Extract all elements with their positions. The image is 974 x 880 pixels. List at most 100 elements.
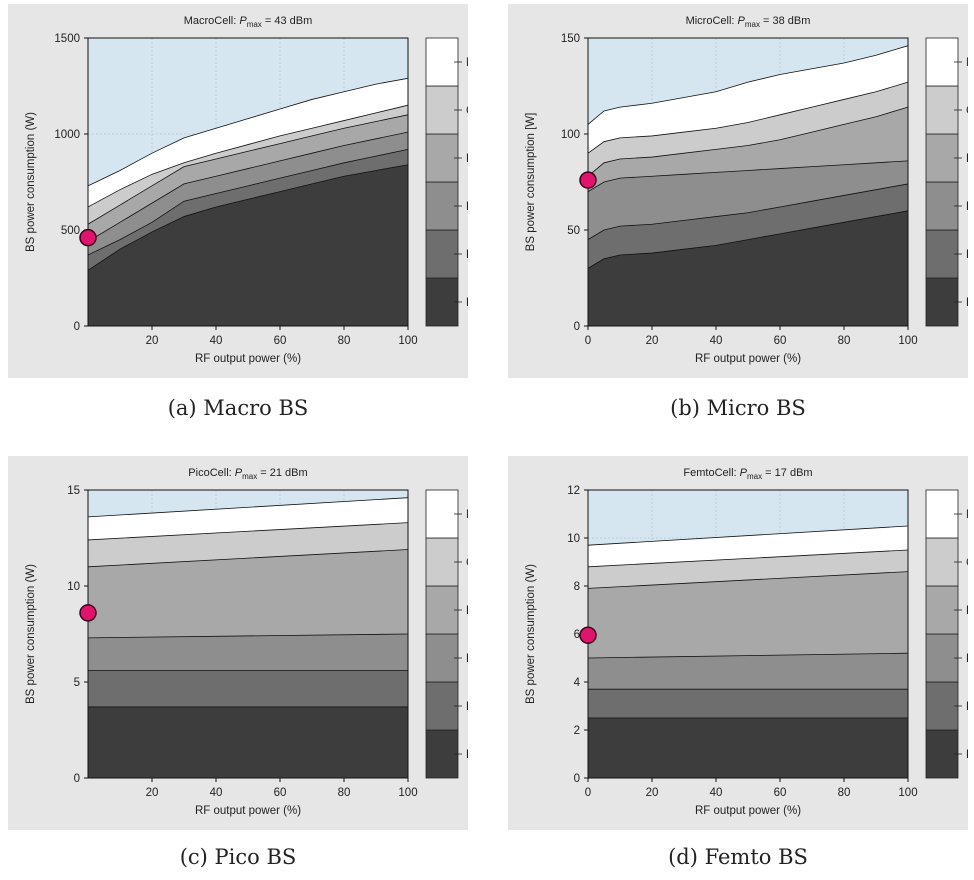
- legend-label-ms: MS: [466, 57, 468, 69]
- legend-swatch-bb: [425, 181, 459, 231]
- legend-swatch-pa: [425, 729, 459, 779]
- x-tick-label: 20: [146, 335, 159, 347]
- legend-swatch-rf: [925, 229, 959, 279]
- micro-bs-chart: MicroCell: Pmax = 38 dBm 0 50 100 150 0 20 40 60…: [525, 15, 968, 365]
- legend-label-ms: MS: [966, 57, 968, 69]
- y-tick-label: 5: [74, 677, 80, 689]
- macro-bs-chart: MacroCell: Pmax = 43 dBm 0 500 1000 1500 20 40…: [25, 15, 468, 365]
- legend-label-rf: RF: [966, 701, 968, 713]
- y-tick-label: 0: [74, 773, 80, 785]
- legend-swatch-bb: [925, 633, 959, 683]
- boundary-co: [87, 522, 409, 541]
- x-tick-label: 40: [210, 335, 223, 347]
- legend-label-bb: BB: [966, 653, 968, 665]
- boundary-co: [87, 104, 409, 208]
- boundary-bb: [587, 160, 909, 192]
- x-tick-label: 40: [710, 787, 723, 799]
- x-tick-label: 80: [338, 787, 351, 799]
- x-tick-label: 100: [898, 335, 917, 347]
- area-pa: [88, 706, 408, 778]
- chart-title: MicroCell: Pmax = 38 dBm: [686, 15, 811, 29]
- x-tick-label: 60: [274, 335, 287, 347]
- chart-title: MacroCell: Pmax = 43 dBm: [184, 15, 313, 29]
- boundary-dc: [87, 549, 409, 568]
- y-tick-label: 150: [561, 33, 580, 45]
- legend-label-dc: DC: [466, 153, 468, 165]
- area-pa: [88, 164, 408, 326]
- area-pa: [588, 210, 908, 326]
- legend-label-dc: DC: [466, 605, 468, 617]
- pico-bs-chart: PicoCell: Pmax = 21 dBm 0 5 10 15 20 40 60 80 100…: [25, 467, 468, 817]
- x-axis-label: RF output power (%): [195, 805, 301, 817]
- boundary-ms: [87, 497, 409, 518]
- legend-label-dc: DC: [966, 153, 968, 165]
- legend-label-rf: RF: [466, 701, 468, 713]
- legend-swatch-dc: [925, 585, 959, 635]
- legend-swatch-dc: [925, 133, 959, 183]
- boundary-bb: [587, 652, 909, 659]
- marker-point: [579, 626, 597, 644]
- legend-label-co: CO: [466, 557, 468, 569]
- femto-bs-chart: FemtoCell: Pmax = 17 dBm 0 2 4 6 8 10 12 0 20 40 60…: [525, 467, 968, 817]
- x-tick-label: 60: [774, 787, 787, 799]
- y-tick-label: 15: [67, 485, 80, 497]
- y-tick-label: 10: [67, 581, 80, 593]
- legend-label-pa: PA: [466, 297, 468, 309]
- y-tick-label: 1000: [54, 129, 80, 141]
- boundary-ms: [587, 45, 909, 125]
- y-tick-label: 500: [61, 225, 80, 237]
- x-axis-label: RF output power (%): [695, 805, 801, 817]
- x-tick-label: 60: [274, 787, 287, 799]
- x-tick-label: 40: [710, 335, 723, 347]
- x-axis-label: RF output power (%): [195, 353, 301, 365]
- plot-frame: [87, 489, 409, 779]
- y-tick-label: 0: [574, 321, 580, 333]
- x-tick-label: 20: [146, 787, 159, 799]
- boundary-pa: [87, 164, 409, 271]
- marker-point: [79, 228, 97, 247]
- y-tick-label: 0: [574, 773, 580, 785]
- x-tick-label: 100: [398, 787, 417, 799]
- x-tick-label: 0: [585, 335, 591, 347]
- macro-bs-chart-panel: MacroCell: Pmax = 43 dBm 0 500 1000 1500 20 40…: [8, 4, 468, 378]
- legend-swatch-ms: [425, 37, 459, 87]
- legend-swatch-dc: [425, 585, 459, 635]
- y-tick-label: 1500: [54, 33, 80, 45]
- micro-bs-chart-panel: MicroCell: Pmax = 38 dBm 0 50 100 150 0 20 40 60…: [508, 4, 968, 378]
- y-tick-label: 2: [574, 725, 580, 737]
- boundary-bb: [87, 131, 409, 242]
- marker-point: [79, 604, 97, 622]
- legend-swatch-ms: [925, 37, 959, 87]
- legend-label-co: CO: [966, 105, 968, 117]
- legend-label-dc: DC: [966, 605, 968, 617]
- y-axis-label: BS power consumption [W]: [525, 113, 537, 252]
- x-tick-label: 100: [398, 335, 417, 347]
- pico-bs-caption: (c) Pico BS: [179, 845, 297, 869]
- legend-swatch-ms: [425, 489, 459, 539]
- boundary-dc: [87, 114, 409, 225]
- y-tick-label: 10: [567, 533, 580, 545]
- y-tick-label: 12: [567, 485, 580, 497]
- legend-label-co: CO: [966, 557, 968, 569]
- legend-label-ms: MS: [966, 509, 968, 521]
- macro-bs-caption: (a) Macro BS: [167, 396, 309, 420]
- legend-swatch-bb: [925, 181, 959, 231]
- pico-bs-chart-panel: PicoCell: Pmax = 21 dBm 0 5 10 15 20 40 60 80 100…: [8, 456, 468, 830]
- marker-point: [579, 171, 597, 189]
- area-pa: [588, 718, 908, 778]
- y-axis-label: BS power consumption (W): [25, 112, 37, 252]
- femto-bs-caption: (d) Femto BS: [668, 845, 808, 869]
- boundary-co: [587, 549, 909, 568]
- x-tick-label: 80: [838, 335, 851, 347]
- legend-label-pa: PA: [466, 749, 468, 761]
- legend-label-co: CO: [466, 105, 468, 117]
- boundary-rf: [87, 148, 409, 256]
- boundary-ms: [87, 77, 409, 187]
- x-tick-label: 20: [646, 335, 659, 347]
- x-tick-label: 40: [210, 787, 223, 799]
- legend-swatch-dc: [425, 133, 459, 183]
- legend-swatch-rf: [425, 229, 459, 279]
- legend-swatch-ms: [925, 489, 959, 539]
- legend-label-rf: RF: [466, 249, 468, 261]
- boundary-ms: [587, 525, 909, 546]
